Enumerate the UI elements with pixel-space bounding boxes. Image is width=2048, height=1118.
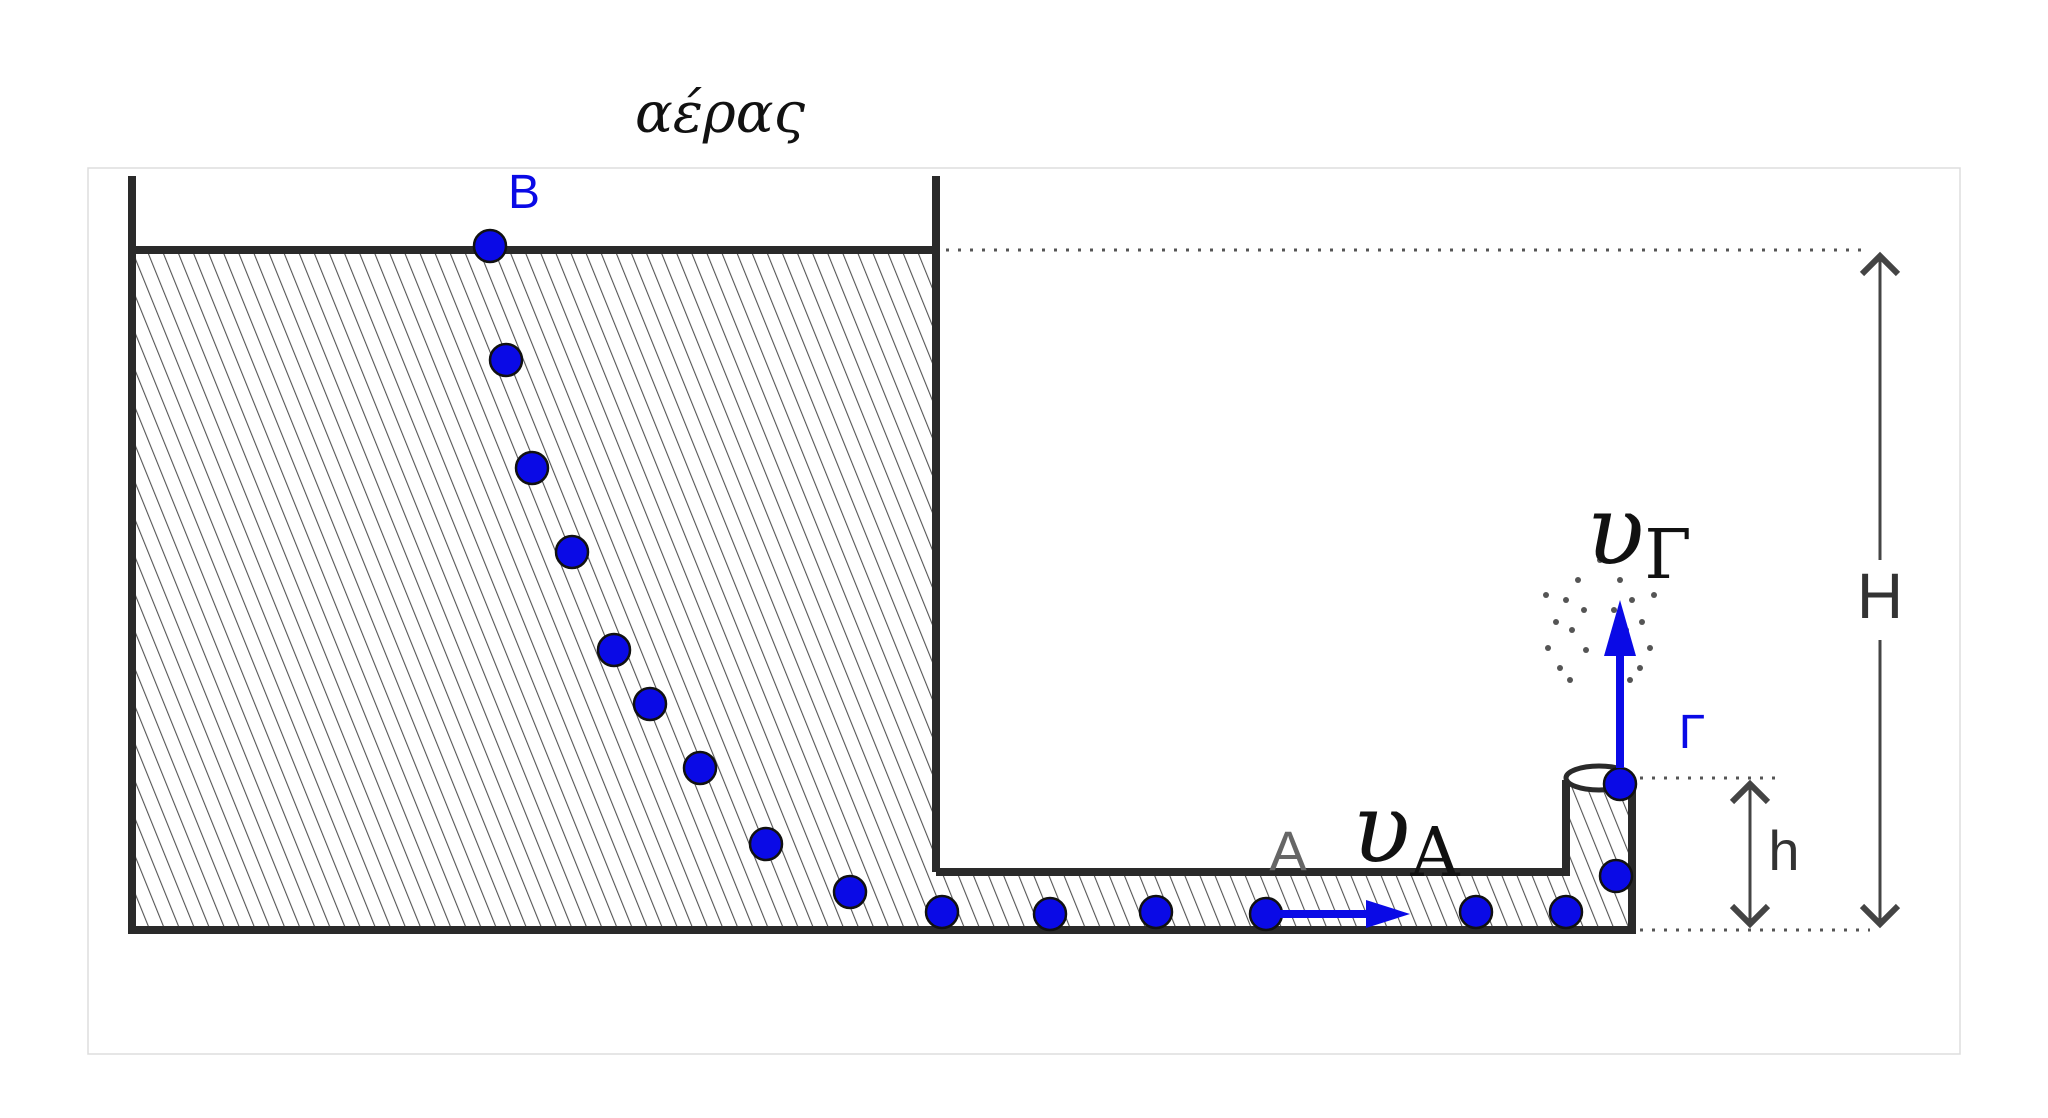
point-B-label: Β [508,166,540,219]
figure-frame [87,167,1961,1055]
streamline-point [748,826,784,862]
streamline-point [1598,858,1634,894]
air-label: αέρας [635,81,806,146]
velocity-A-arrow [1280,900,1410,928]
reference-lines [946,248,1870,932]
tank-walls [128,176,1636,934]
velocity-A-label: υA [1352,773,1460,893]
velocity-G-arrow [1604,600,1636,768]
streamline-point [1548,894,1584,930]
streamline-point [1602,766,1638,802]
streamline-point [1138,894,1174,930]
velocity-G-label: υΓ [1586,475,1692,595]
streamline-point [596,632,632,668]
streamline-point [1032,896,1068,932]
streamline-points [472,228,1638,932]
streamline-point [514,450,550,486]
velocity-G-symbol: υ [1586,475,1644,587]
velocity-G-subscript: Γ [1644,516,1691,595]
streamline-point [1248,896,1284,932]
height-H-label: H [1857,560,1903,632]
streamline-point [1458,894,1494,930]
streamline-point [832,874,868,910]
streamline-point [924,894,960,930]
velocity-A-symbol: υ [1352,773,1410,885]
point-A-label: A [1269,819,1307,882]
streamline-point [488,342,524,378]
streamline-point [682,750,718,786]
point-G-label: Γ [1679,706,1705,759]
streamline-point [554,534,590,570]
streamline-point [632,686,668,722]
streamline-point [472,228,508,264]
velocity-A-subscript: A [1409,814,1460,893]
height-h-label: h [1768,819,1799,882]
